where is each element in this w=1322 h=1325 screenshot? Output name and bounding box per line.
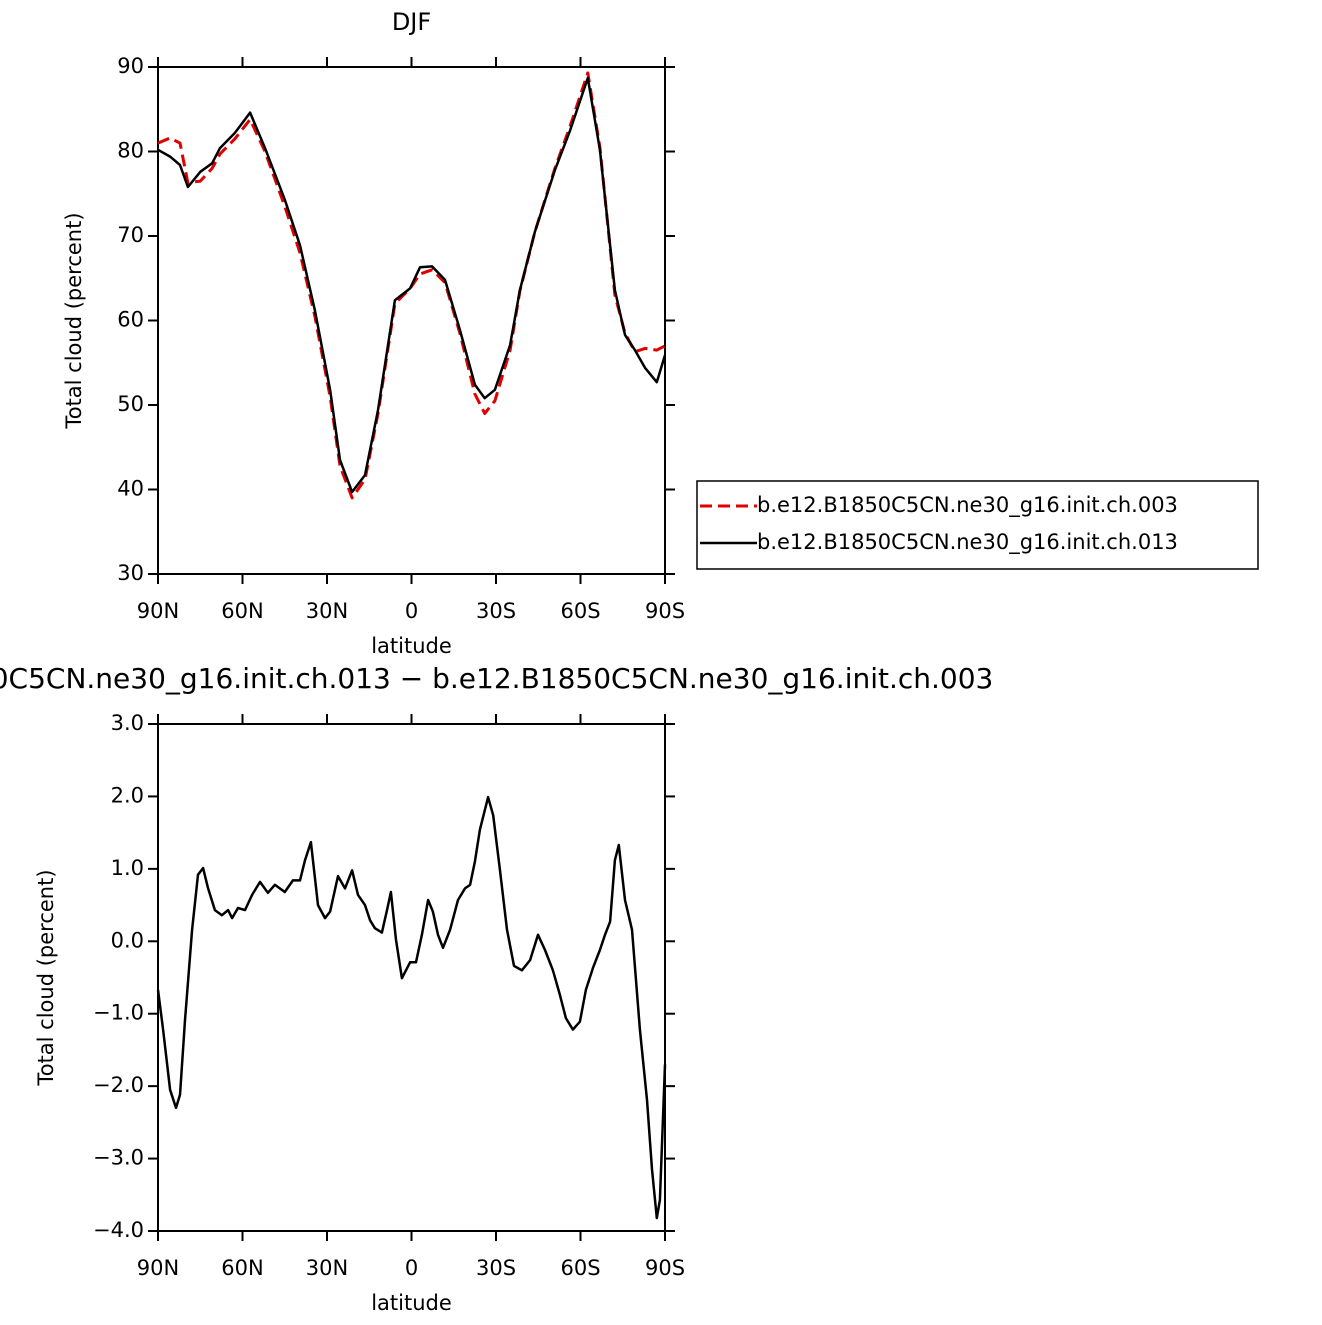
y-tick-label: 30 <box>117 561 144 585</box>
x-axis-label: latitude <box>371 1291 452 1315</box>
x-tick-label: 60S <box>560 599 600 623</box>
x-tick-label: 30N <box>306 1256 348 1280</box>
legend-box <box>696 480 1259 570</box>
y-tick-label: −1.0 <box>93 1001 144 1025</box>
x-axis-label: latitude <box>371 634 452 658</box>
y-axis-label: Total cloud (percent) <box>62 212 86 429</box>
x-tick-label: 90S <box>645 1256 685 1280</box>
chart-title: DJF <box>392 8 431 36</box>
chart-title: b.e12.B1850C5CN.ne30_g16.init.ch.013 − b… <box>0 662 993 695</box>
x-tick-label: 60S <box>560 1256 600 1280</box>
y-tick-label: 3.0 <box>111 711 144 735</box>
x-tick-label: 30S <box>476 1256 516 1280</box>
y-tick-label: 0.0 <box>111 928 144 952</box>
x-tick-label: 30N <box>306 599 348 623</box>
y-tick-label: 1.0 <box>111 856 144 880</box>
y-tick-label: 80 <box>117 139 144 163</box>
x-tick-label: 0 <box>405 1256 418 1280</box>
x-tick-label: 90S <box>645 599 685 623</box>
legend-label: b.e12.B1850C5CN.ne30_g16.init.ch.003 <box>757 493 1178 518</box>
y-tick-label: −3.0 <box>93 1146 144 1170</box>
y-tick-label: 40 <box>117 477 144 501</box>
series-line <box>157 76 667 494</box>
x-tick-label: 60N <box>221 599 263 623</box>
x-tick-label: 60N <box>221 1256 263 1280</box>
y-tick-label: −4.0 <box>93 1218 144 1242</box>
x-tick-label: 90N <box>137 1256 179 1280</box>
x-tick-label: 30S <box>476 599 516 623</box>
plot-frame <box>157 66 666 575</box>
y-axis-label: Total cloud (percent) <box>34 869 58 1086</box>
x-tick-label: 90N <box>137 599 179 623</box>
y-tick-label: 50 <box>117 392 144 416</box>
y-tick-label: −2.0 <box>93 1073 144 1097</box>
y-tick-label: 2.0 <box>111 783 144 807</box>
legend-label: b.e12.B1850C5CN.ne30_g16.init.ch.013 <box>757 530 1178 555</box>
x-tick-label: 0 <box>405 599 418 623</box>
series-line <box>156 795 667 1220</box>
y-tick-label: 70 <box>117 223 144 247</box>
y-tick-label: 60 <box>117 308 144 332</box>
y-tick-label: 90 <box>117 54 144 78</box>
